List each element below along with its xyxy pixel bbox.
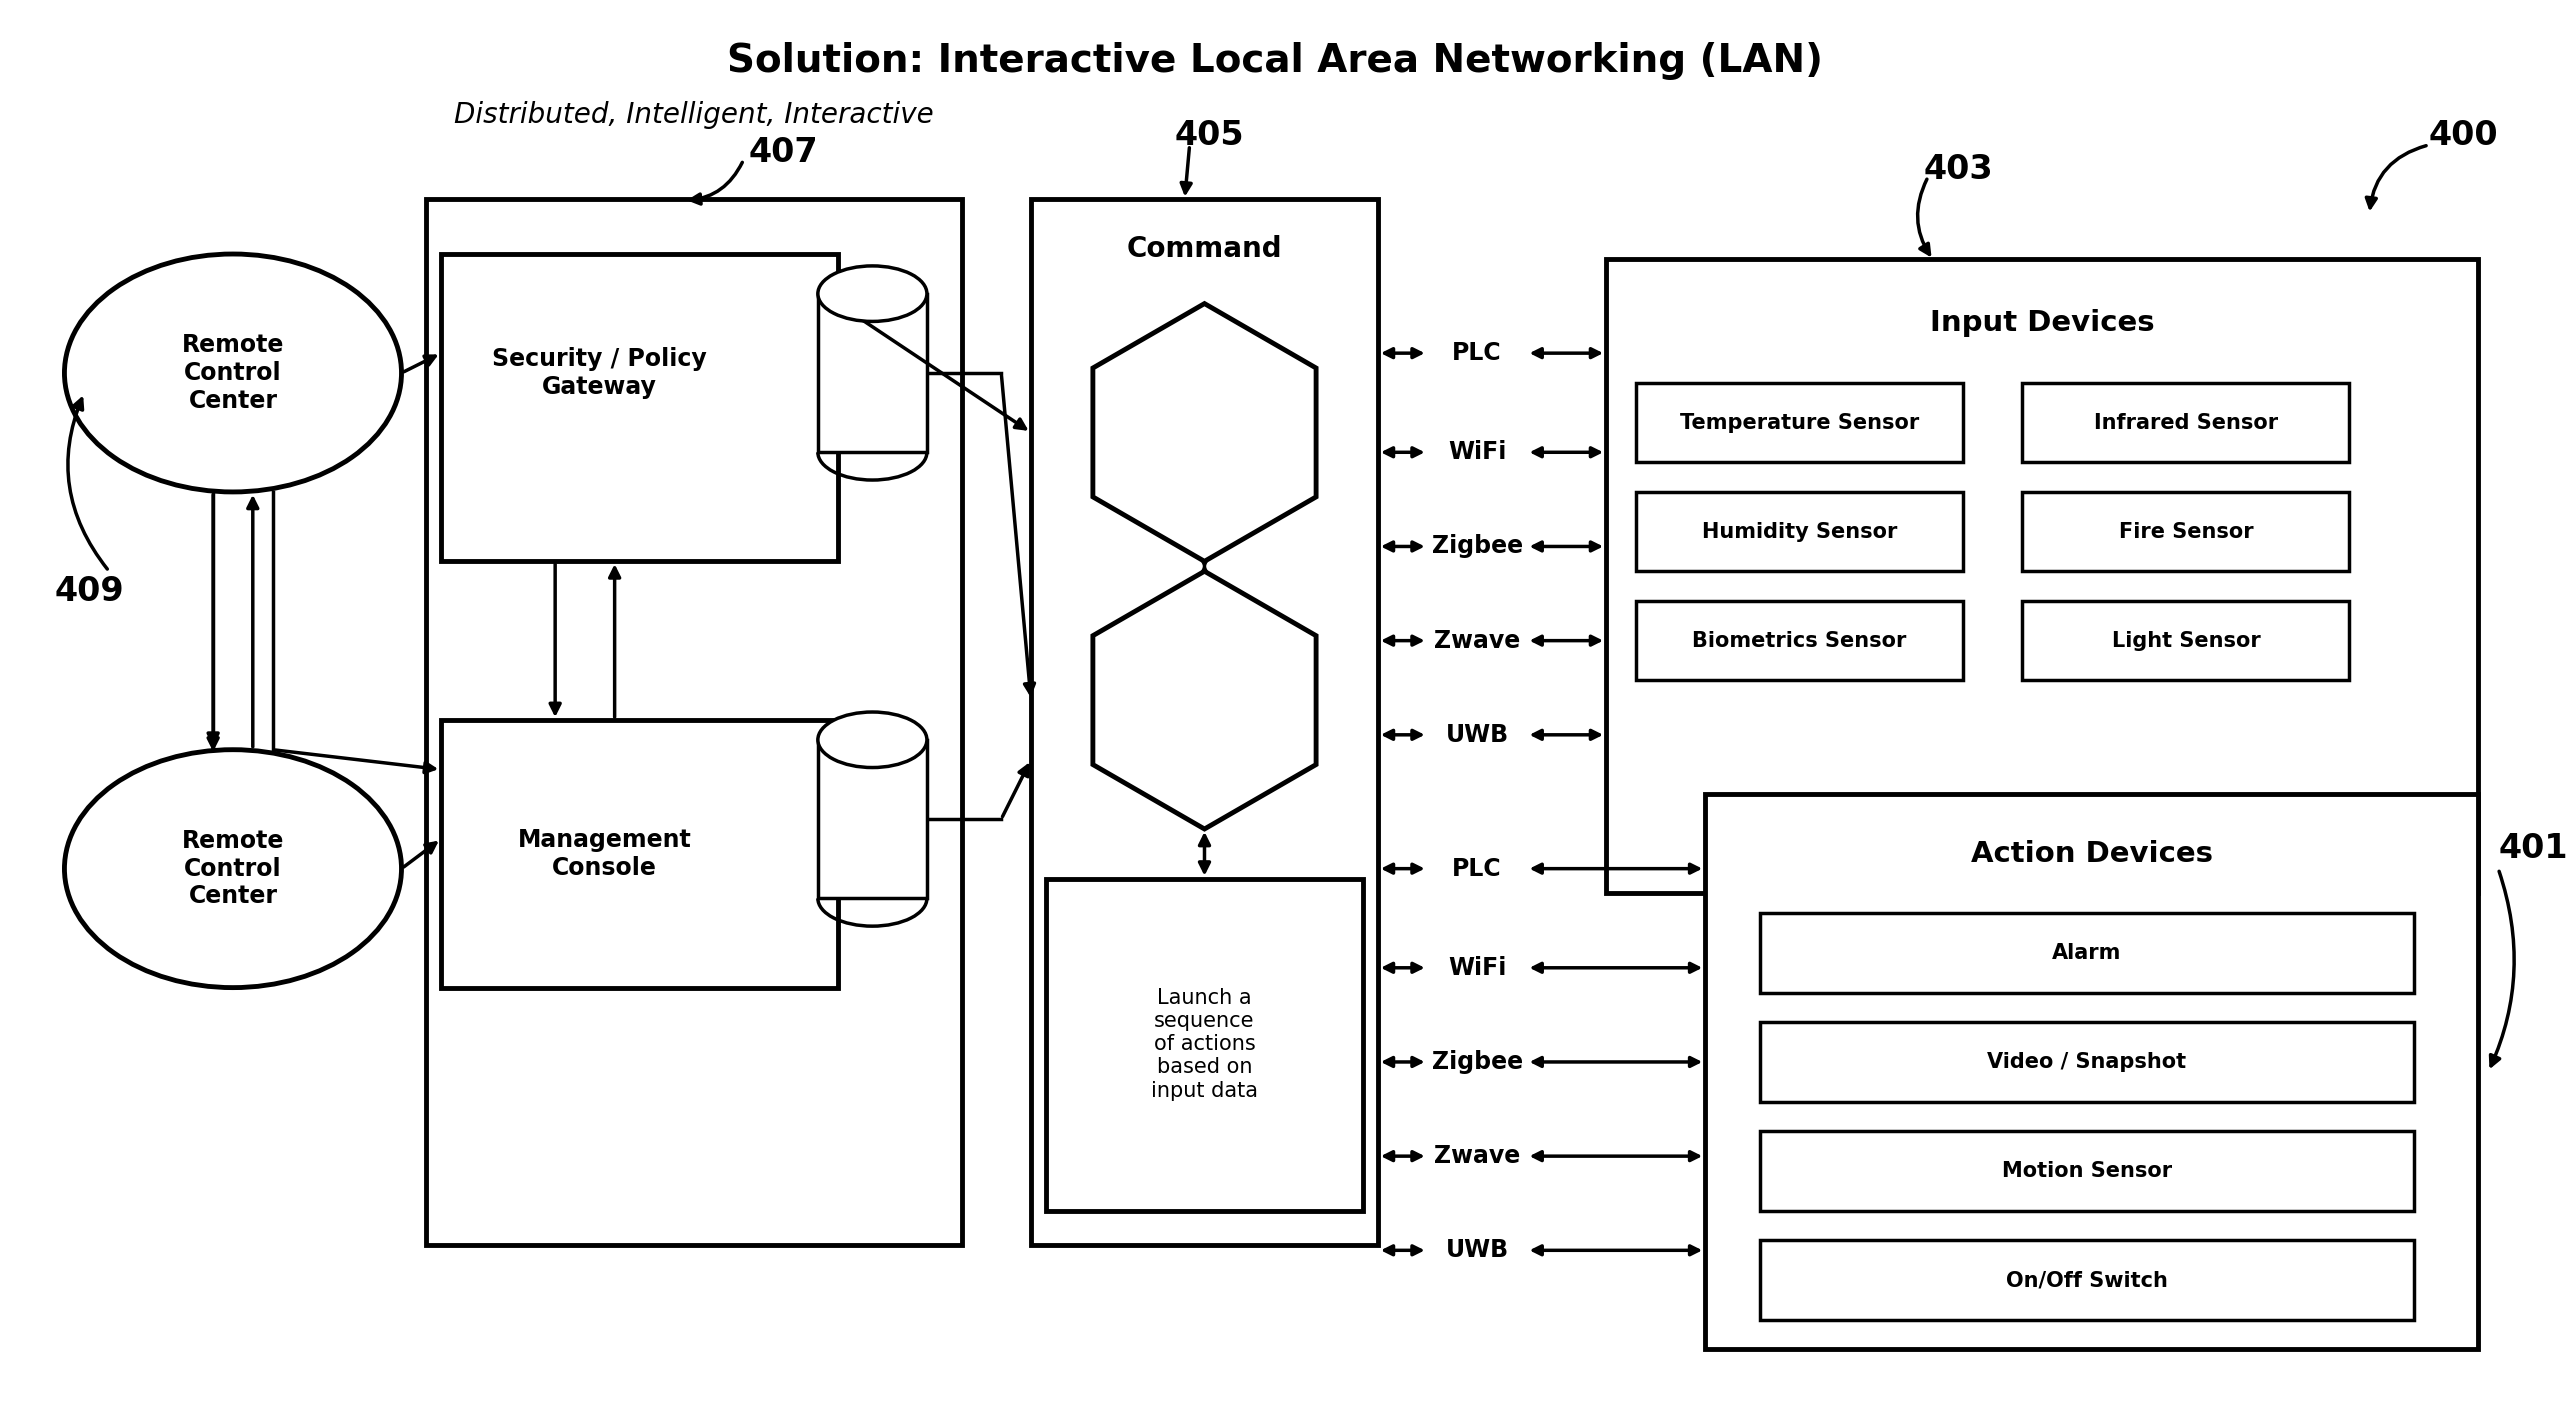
Text: PLC: PLC — [1451, 857, 1503, 881]
Text: Management
Console: Management Console — [517, 828, 692, 880]
Bar — [1636, 601, 1963, 680]
Text: Intelligent: Intelligent — [1142, 407, 1266, 427]
Bar — [1032, 200, 1379, 1245]
Text: WiFi: WiFi — [1449, 955, 1505, 980]
Text: Infrared Sensor: Infrared Sensor — [2094, 413, 2277, 433]
Bar — [1760, 914, 2413, 992]
Text: Zwave: Zwave — [1433, 1144, 1521, 1168]
Text: Motion Sensor: Motion Sensor — [2002, 1161, 2172, 1181]
Text: Remote
Control
Center: Remote Control Center — [183, 333, 283, 413]
Text: CPE: CPE — [1181, 725, 1227, 745]
Text: Launch a
sequence
of actions
based on
input data: Launch a sequence of actions based on in… — [1150, 988, 1258, 1101]
Bar — [440, 720, 839, 988]
Text: On/Off Switch: On/Off Switch — [2007, 1269, 2166, 1289]
Text: 407: 407 — [749, 137, 818, 170]
Bar — [1760, 1241, 2413, 1319]
Text: CPE: CPE — [1181, 457, 1227, 477]
Polygon shape — [1094, 571, 1317, 830]
Text: UWB: UWB — [1446, 1238, 1508, 1262]
Text: Light Sensor: Light Sensor — [2112, 631, 2259, 651]
Text: 401: 401 — [2498, 833, 2568, 865]
Bar — [2022, 601, 2349, 680]
Ellipse shape — [818, 713, 926, 767]
Polygon shape — [1094, 304, 1317, 561]
Bar — [1045, 878, 1364, 1211]
Text: Security / Policy
Gateway: Security / Policy Gateway — [491, 347, 708, 398]
Text: Input Devices: Input Devices — [1930, 310, 2154, 337]
Ellipse shape — [64, 750, 401, 988]
Text: Distributed, Intelligent, Interactive: Distributed, Intelligent, Interactive — [453, 101, 934, 129]
Bar — [440, 254, 839, 561]
Text: 409: 409 — [54, 574, 124, 607]
Bar — [2022, 491, 2349, 571]
Text: 403: 403 — [1922, 153, 1994, 186]
Bar — [427, 200, 962, 1245]
Text: Remote
Control
Center: Remote Control Center — [183, 828, 283, 908]
Bar — [1636, 491, 1963, 571]
Text: Solution: Interactive Local Area Networking (LAN): Solution: Interactive Local Area Network… — [728, 41, 1822, 80]
Text: Action Devices: Action Devices — [1971, 840, 2213, 868]
Text: WiFi: WiFi — [1449, 440, 1505, 464]
Text: 405: 405 — [1176, 119, 1245, 151]
Bar — [818, 740, 926, 898]
Text: Intelligent: Intelligent — [1142, 675, 1266, 695]
Bar — [1760, 1131, 2413, 1211]
Bar — [1760, 1022, 2413, 1101]
Text: UWB: UWB — [1446, 723, 1508, 747]
Text: Biometrics Sensor: Biometrics Sensor — [1693, 631, 1907, 651]
Bar — [1606, 258, 2478, 894]
Text: Zwave: Zwave — [1433, 628, 1521, 653]
Text: Zigbee: Zigbee — [1431, 534, 1523, 558]
Ellipse shape — [64, 254, 401, 491]
Text: Command: Command — [1127, 236, 1281, 263]
Text: Fire Sensor: Fire Sensor — [2118, 521, 2254, 541]
Text: PLC: PLC — [1451, 341, 1503, 366]
Bar — [1636, 383, 1963, 463]
Text: Video / Snapshot: Video / Snapshot — [1986, 1052, 2187, 1072]
Text: 400: 400 — [2429, 119, 2498, 151]
Bar — [2022, 383, 2349, 463]
Bar — [1706, 794, 2478, 1349]
Text: Zigbee: Zigbee — [1431, 1050, 1523, 1074]
Text: Humidity Sensor: Humidity Sensor — [1701, 521, 1896, 541]
Text: Alarm: Alarm — [2053, 942, 2123, 962]
Ellipse shape — [818, 266, 926, 321]
Bar — [818, 294, 926, 453]
Text: Temperature Sensor: Temperature Sensor — [1680, 413, 1919, 433]
